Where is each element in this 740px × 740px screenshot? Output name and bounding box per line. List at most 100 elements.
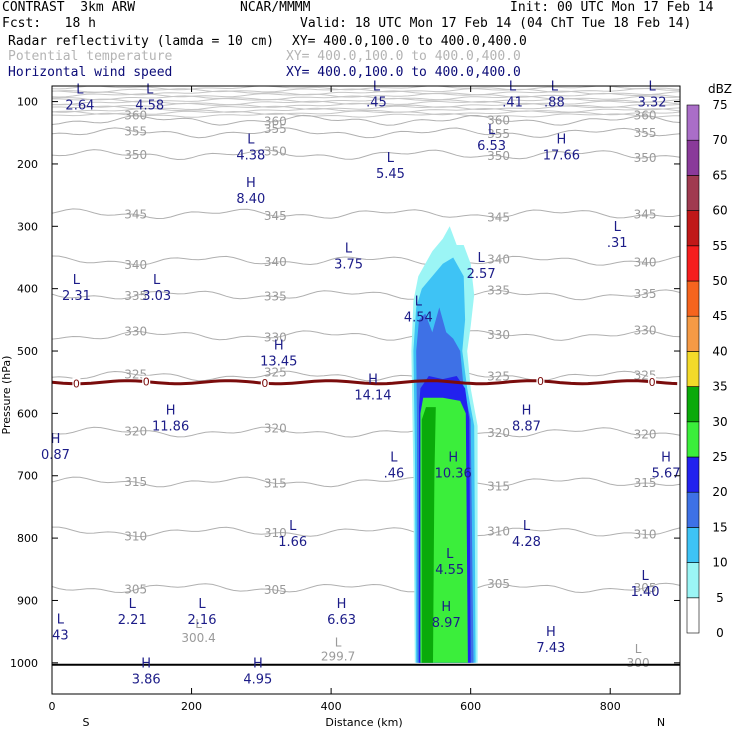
wind-extremum-type: L [198,597,206,612]
theta-contour-340 [52,255,680,266]
theta-extremum-type: L [195,617,202,631]
colorbar-level-label: 70 [712,133,727,147]
theta-contour-label: 355 [487,127,510,141]
theta-contour-label: 355 [124,125,147,139]
wind-extremum-type: L [641,569,649,584]
colorbar-swatch-55-dbz [686,210,700,247]
wind-extremum-type: L [146,83,154,98]
theta-contour-label: 335 [487,283,510,297]
theta-contour-label: 325 [487,369,510,383]
forecast-hour: Fcst: 18 h [2,16,96,31]
field-reflectivity-name: Radar reflectivity (lamda = 10 cm) [8,34,275,49]
field-theta-name: Potential temperature [8,49,173,64]
theta-contour-label: 330 [487,328,510,342]
wind-extremum-value: .31 [607,236,628,251]
colorbar-level-label: 60 [712,204,727,218]
colorbar-swatch-25-dbz [686,421,700,458]
theta-contour-label: 335 [634,287,657,301]
x-tick-label: 200 [181,700,202,713]
wind-extremum-value: 13.45 [260,354,297,369]
colorbar-level-label: 35 [712,380,727,394]
upper-contour-line [52,87,680,93]
theta-contour-320 [52,426,680,438]
colorbar-level-label: 50 [712,274,727,288]
wind-extremum-value: 0.87 [41,448,70,463]
colorbar-swatch-45-dbz [686,280,700,317]
field-wind-xy: XY= 400.0,100.0 to 400.0,400.0 [286,65,521,80]
theta-contour-label: 350 [634,151,657,165]
wind-extremum-type: H [253,656,263,671]
colorbar-swatch-0-dbz [686,597,700,634]
theta-contour-335 [52,289,680,301]
wind-extremum-value: 2.16 [188,613,217,628]
wind-extremum-value: 4.28 [512,535,541,550]
theta-contour-label: 350 [487,149,510,163]
wind-extremum-type: H [441,600,451,615]
colorbar-swatch-50-dbz [686,245,700,282]
wind-extremum-value: 8.87 [512,420,541,435]
theta-contour-310 [52,526,680,538]
y-tick-label: 400 [17,283,38,296]
wind-extremum-value: 11.86 [152,420,189,435]
x-tick-label: 800 [600,700,621,713]
colorbar-swatch-70-dbz [686,104,700,141]
wind-extremum-value: 3.32 [638,95,667,110]
wind-extremum-type: H [337,597,347,612]
wind-extremum-type: L [523,519,531,534]
theta-contour-label: 330 [124,324,147,338]
wind-extremum-value: .45 [366,95,387,110]
y-tick-label: 600 [17,407,38,420]
wind-extremum-value: 2.31 [62,289,91,304]
theta-contour-label: 340 [124,258,147,272]
theta-contour-label: 310 [634,528,657,542]
freezing-label-bg [536,374,545,387]
freezing-label-bg [72,377,81,390]
colorbar-swatch-20-dbz [686,456,700,493]
init-time: Init: 00 UTC Mon 17 Feb 14 [510,0,714,15]
wind-extremum-type: L [73,273,81,288]
upper-contour-line [52,112,680,118]
y-tick-label: 300 [17,220,38,233]
wind-extremum-value: 3.86 [132,672,161,687]
y-tick-label: 700 [17,470,38,483]
wind-extremum-type: L [153,273,161,288]
wind-extremum-type: H [546,625,556,640]
reflectivity-colorbar: 0 5 10 15 20 25 30 35 40 45 50 55 60 65 70 75 [686,98,728,640]
theta-contour-355 [52,127,680,139]
wind-extremum-type: L [57,613,65,628]
axis-end-left: S [83,716,90,729]
theta-contour-label: 315 [264,476,287,490]
theta-contour-label: 310 [264,526,287,540]
colorbar-swatch-65-dbz [686,139,700,176]
x-tick-label: 600 [460,700,481,713]
theta-contour-label: 315 [124,475,147,489]
colorbar-swatch-5-dbz [686,562,700,599]
wind-extremum-type: H [556,132,566,147]
theta-contour-label: 355 [634,126,657,140]
theta-contour-label: 330 [634,323,657,337]
theta-contour-label: 340 [487,253,510,267]
x-tick-label: 400 [321,700,342,713]
wind-extremum-type: H [448,451,458,466]
wind-extremum-type: H [166,404,176,419]
wind-extremum-value: 4.95 [243,672,272,687]
theta-contour-label: 305 [264,583,287,597]
colorbar-level-label: 5 [716,591,724,605]
wind-extremum-value: 4.58 [135,99,164,114]
theta-contour-305 [52,582,680,594]
wind-extremum-value: 17.66 [543,148,580,163]
theta-contour-325 [52,370,680,382]
upper-contour-line [52,86,680,91]
colorbar-level-label: 15 [712,520,727,534]
plot-frame [51,85,681,695]
theta-contour-label: 325 [264,365,287,379]
freezing-level-path [52,379,678,386]
colorbar-level-label: 40 [712,344,727,358]
theta-contour-label: 360 [487,113,510,127]
colorbar-level-label: 30 [712,415,727,429]
y-tick-label: 900 [17,594,38,607]
y-tick-label: 200 [17,158,38,171]
axis-end-right: N [657,716,665,729]
theta-contour-label: 360 [124,109,147,123]
